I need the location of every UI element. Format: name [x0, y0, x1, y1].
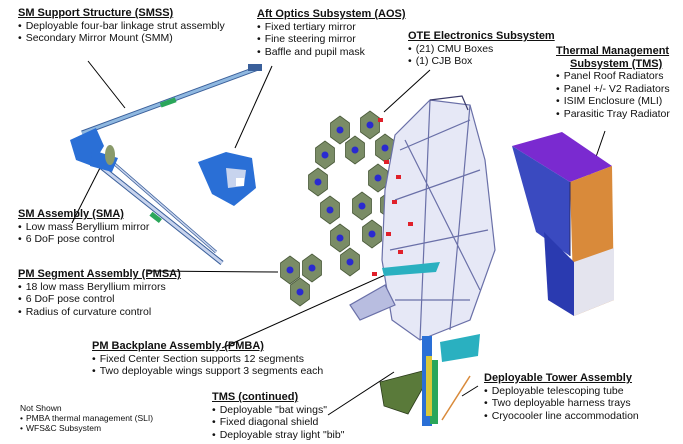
thermal-radiator: [512, 132, 614, 316]
not-shown-note: Not Shown PMBA thermal management (SLI) …: [20, 403, 153, 433]
leader-ote: [383, 69, 431, 113]
callout-tms: Thermal Management Subsystem (TMS) Panel…: [556, 45, 670, 121]
leader-dta: [461, 385, 479, 397]
ote-item: (1) CJB Box: [408, 55, 555, 68]
leader-pmsa: [147, 270, 279, 273]
secondary-mirror-icon: [105, 145, 115, 165]
actuator-marker: [368, 230, 376, 238]
tms-item: ISIM Enclosure (MLI): [556, 95, 670, 108]
cmu-box: [384, 160, 389, 164]
cmu-box: [386, 232, 391, 236]
pmba-title: PM Backplane Assembly (PMBA): [92, 340, 264, 352]
not-shown-item: WFS&C Subsystem: [20, 423, 153, 433]
callout-sma: SM Assembly (SMA) Low mass Beryllium mir…: [18, 208, 149, 246]
leader-smss: [87, 60, 126, 109]
actuator-marker: [326, 206, 334, 214]
cmu-box: [378, 118, 383, 122]
dta-item: Deployable telescoping tube: [484, 385, 639, 398]
sma-title: SM Assembly (SMA): [18, 208, 124, 220]
cmu-box: [396, 175, 401, 179]
cmu-box: [398, 250, 403, 254]
cmu-box: [372, 272, 377, 276]
actuator-marker: [296, 288, 304, 296]
cmu-box: [408, 222, 413, 226]
pmsa-item: Radius of curvature control: [18, 306, 181, 319]
aos-item: Fine steering mirror: [257, 33, 406, 46]
leader-sma: [71, 159, 105, 224]
aft-optics-subsystem: [198, 152, 256, 206]
callout-tms-continued: TMS (continued) Deployable "bat wings" F…: [212, 391, 344, 441]
dta-title: Deployable Tower Assembly: [484, 372, 632, 384]
deployable-tower: [379, 334, 480, 426]
primary-mirror-segments: [280, 110, 400, 307]
not-shown-item: PMBA thermal management (SLI): [20, 413, 153, 423]
actuator-marker: [366, 121, 374, 129]
sm-support-structure: [70, 64, 262, 265]
sma-item: Low mass Beryllium mirror: [18, 221, 150, 234]
tms-title-line1: Thermal Management: [556, 45, 670, 57]
callout-dta: Deployable Tower Assembly Deployable tel…: [484, 372, 639, 422]
dta-item: Two deployable harness trays: [484, 397, 639, 410]
tms2-item: Deployable "bat wings": [212, 404, 344, 417]
smss-item: Deployable four-bar linkage strut assemb…: [18, 20, 225, 33]
cmu-box: [392, 200, 397, 204]
aos-title: Aft Optics Subsystem (AOS): [257, 8, 406, 20]
actuator-marker: [374, 174, 382, 182]
backplane-truss: [349, 95, 496, 341]
not-shown-heading: Not Shown: [20, 403, 62, 413]
pmsa-title: PM Segment Assembly (PMSA): [18, 268, 181, 280]
actuator-marker: [358, 202, 366, 210]
tms2-title: TMS (continued): [212, 391, 299, 403]
callout-smss: SM Support Structure (SMSS) Deployable f…: [18, 7, 225, 45]
leader-aos: [234, 65, 273, 149]
leader-pmba: [221, 274, 386, 349]
pmsa-item: 6 DoF pose control: [18, 293, 181, 306]
tms-item: Panel Roof Radiators: [556, 70, 670, 83]
ote-item: (21) CMU Boxes: [408, 43, 555, 56]
actuator-marker: [381, 144, 389, 152]
actuator-marker: [351, 146, 359, 154]
actuator-marker: [336, 234, 344, 242]
tms-item: Parasitic Tray Radiator: [556, 108, 670, 121]
actuator-marker: [314, 178, 322, 186]
callout-ote: OTE Electronics Subsystem (21) CMU Boxes…: [408, 30, 555, 68]
aos-item: Baffle and pupil mask: [257, 46, 406, 59]
actuator-marker: [286, 266, 294, 274]
aos-item: Fixed tertiary mirror: [257, 21, 406, 34]
callout-pmba: PM Backplane Assembly (PMBA) Fixed Cente…: [92, 340, 323, 378]
tms-title-line2: Subsystem (TMS): [570, 57, 663, 70]
dta-item: Cryocooler line accommodation: [484, 410, 639, 423]
actuator-marker: [321, 151, 329, 159]
pmsa-item: 18 low mass Beryllium mirrors: [18, 281, 181, 294]
ote-title: OTE Electronics Subsystem: [408, 30, 555, 42]
cmu-boxes: [372, 118, 413, 276]
tms-item: Panel +/- V2 Radiators: [556, 83, 670, 96]
smss-item: Secondary Mirror Mount (SMM): [18, 32, 225, 45]
pmba-item: Fixed Center Section supports 12 segment…: [92, 353, 323, 366]
smss-title: SM Support Structure (SMSS): [18, 7, 174, 19]
tms2-item: Fixed diagonal shield: [212, 416, 344, 429]
sma-item: 6 DoF pose control: [18, 233, 149, 246]
actuator-marker: [346, 258, 354, 266]
callout-aos: Aft Optics Subsystem (AOS) Fixed tertiar…: [257, 8, 406, 58]
pmba-item: Two deployable wings support 3 segments …: [92, 365, 324, 378]
tms2-item: Deployable stray light "bib": [212, 429, 345, 442]
actuator-marker: [308, 264, 316, 272]
callout-pmsa: PM Segment Assembly (PMSA) 18 low mass B…: [18, 268, 181, 318]
actuator-marker: [336, 126, 344, 134]
leader-lines: [71, 60, 606, 416]
